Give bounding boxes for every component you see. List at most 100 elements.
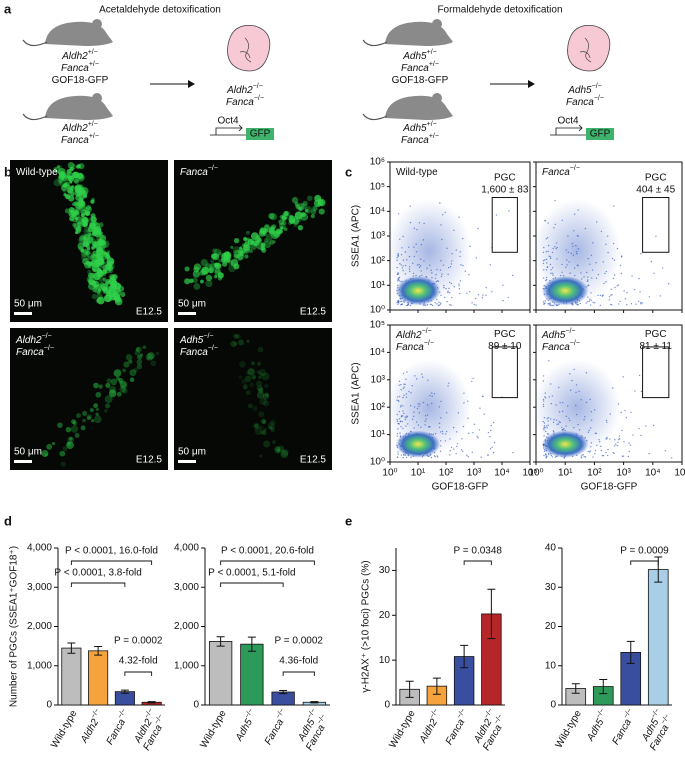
event [402, 269, 404, 272]
event [594, 453, 596, 455]
event [588, 451, 591, 453]
image-genotype: Wild-type [16, 167, 58, 178]
event [573, 230, 575, 232]
event [591, 269, 594, 271]
cell [269, 426, 273, 430]
event [468, 274, 470, 276]
event [603, 282, 605, 285]
cell [251, 361, 255, 366]
event [436, 455, 438, 457]
cell [82, 257, 89, 265]
cell [212, 248, 217, 254]
cell [108, 285, 112, 290]
event [409, 205, 411, 207]
event [545, 278, 548, 281]
event [617, 403, 620, 405]
event [588, 429, 590, 432]
event [571, 379, 573, 382]
cell [105, 279, 110, 284]
cell [86, 234, 94, 242]
event [398, 410, 400, 413]
cell [301, 212, 306, 217]
event [420, 243, 423, 246]
event [641, 302, 643, 304]
event [407, 423, 409, 425]
event [408, 255, 411, 258]
cell [283, 210, 289, 217]
event [397, 422, 400, 425]
image-genotype: Fanca−/− [180, 165, 218, 177]
cell [288, 215, 296, 223]
event [491, 291, 493, 293]
event [423, 222, 425, 225]
event [587, 257, 589, 260]
annotation: P < 0.0001, 3.8-fold [54, 568, 141, 579]
cell [145, 353, 154, 361]
event [577, 423, 579, 426]
event [546, 236, 549, 239]
density-halo [533, 359, 621, 456]
event [431, 304, 434, 307]
event [583, 276, 585, 278]
event [611, 304, 613, 306]
cell [281, 212, 289, 220]
event [565, 249, 567, 251]
event [421, 274, 423, 276]
event [442, 264, 445, 266]
y-tick-label: 10² [371, 255, 386, 266]
cell [78, 199, 85, 207]
cell [269, 239, 275, 245]
scale-bar [178, 460, 196, 463]
cell [150, 360, 157, 367]
event [468, 432, 470, 435]
gate-label: PGC [494, 172, 516, 183]
event [602, 454, 605, 457]
parent-genotype: Fanca+/− [401, 133, 439, 145]
cell [259, 372, 264, 377]
cell [155, 351, 160, 356]
event [573, 213, 576, 215]
cell [233, 341, 238, 346]
y-tick-label: 0 [384, 700, 390, 711]
event [448, 287, 450, 290]
cell [243, 247, 250, 254]
y-tick-label: 10 [379, 655, 391, 666]
event [601, 454, 604, 457]
scale-bar-label: 50 μm [178, 299, 206, 310]
cell [86, 276, 92, 282]
event [667, 283, 670, 285]
event [401, 247, 403, 249]
event [544, 302, 546, 304]
event [543, 435, 545, 437]
bar [647, 569, 669, 706]
cell [199, 271, 204, 276]
event [399, 263, 401, 265]
event [406, 371, 408, 373]
event [542, 405, 545, 408]
event [400, 454, 403, 456]
cell [91, 254, 95, 259]
event [415, 243, 417, 245]
event [434, 301, 436, 304]
cell [65, 184, 71, 190]
y-tick-label: 10⁵ [370, 320, 385, 331]
event [599, 304, 601, 306]
event [460, 264, 462, 266]
event [440, 302, 442, 304]
cell [214, 274, 218, 278]
micrograph [174, 328, 332, 470]
cell [93, 415, 102, 424]
event [441, 273, 443, 275]
cell [70, 425, 79, 433]
event [412, 272, 415, 275]
cell [249, 382, 255, 388]
error-bar [432, 677, 441, 695]
error-bar [279, 689, 288, 695]
event [565, 415, 568, 418]
density-core [541, 430, 589, 458]
event [397, 396, 399, 398]
event [445, 430, 448, 433]
cell [277, 445, 285, 453]
event [445, 287, 447, 290]
